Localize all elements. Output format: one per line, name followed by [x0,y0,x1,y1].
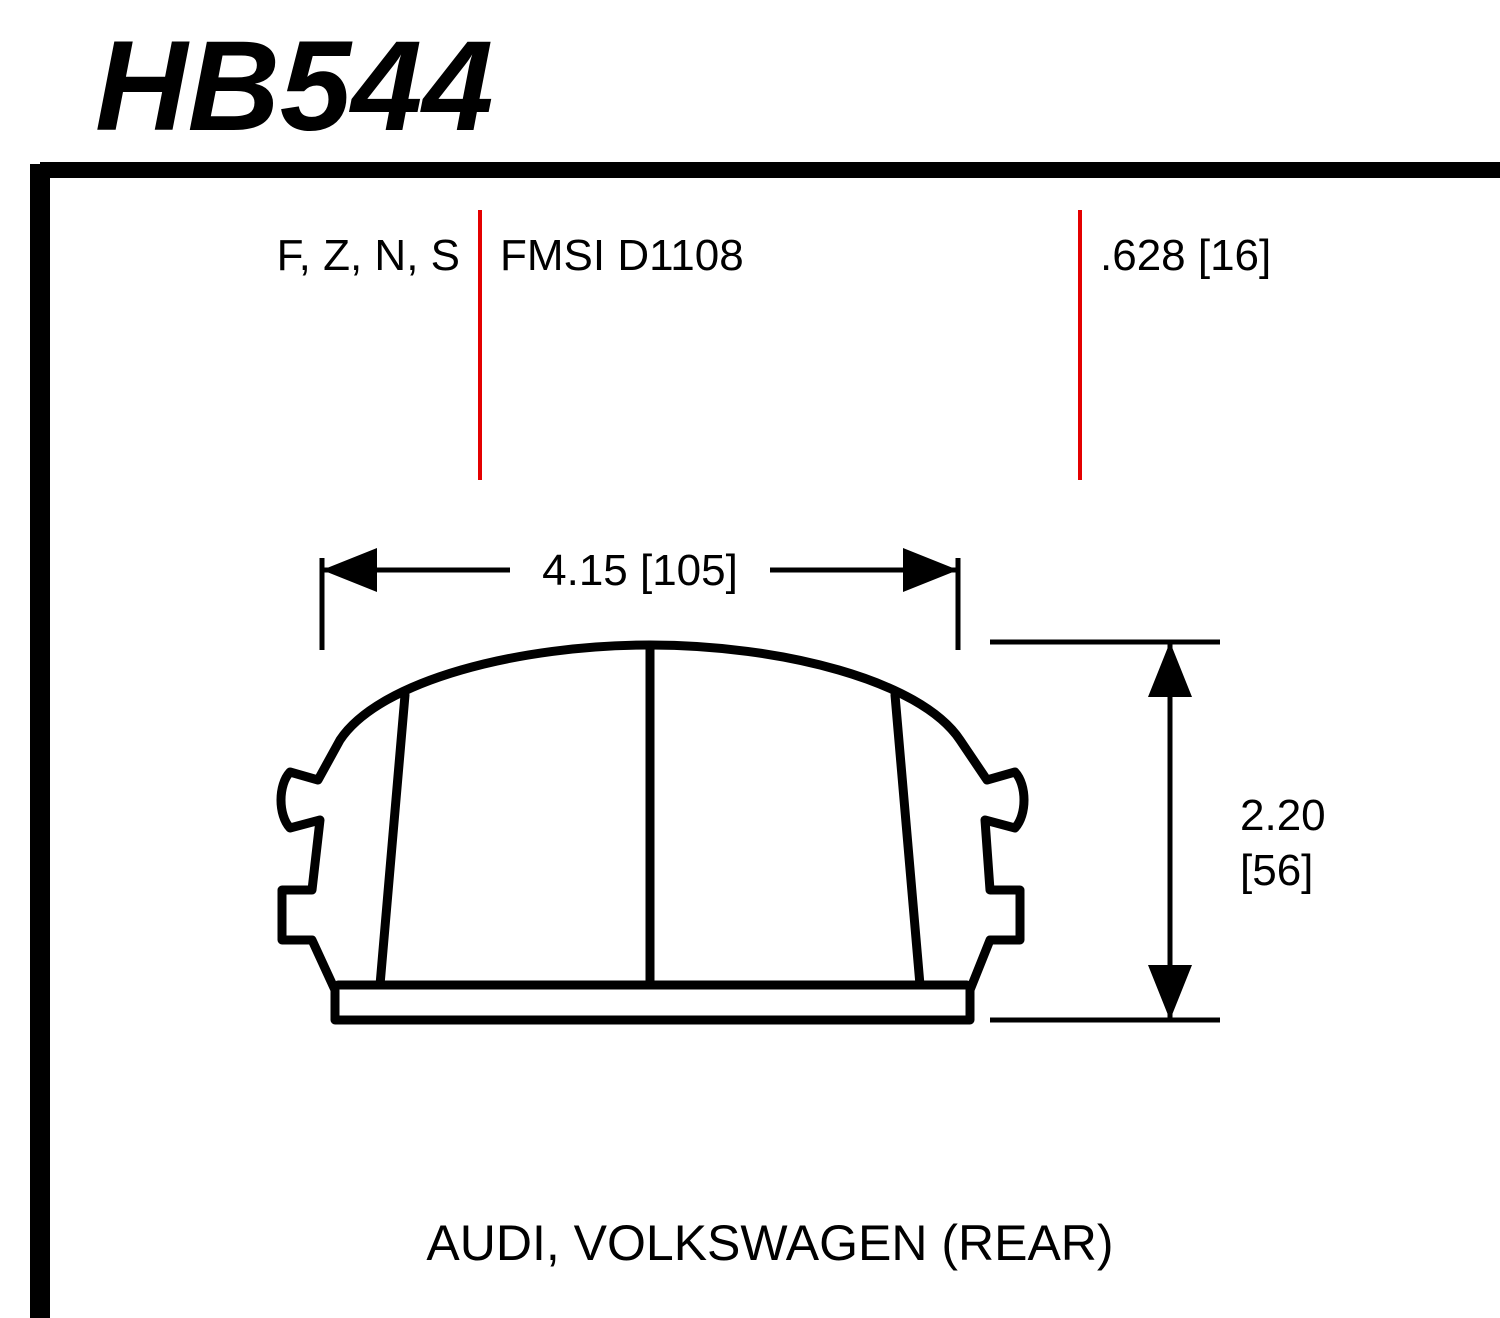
page-root: HB544 F, Z, N, S FMSI D1108 .628 [16] 4.15 [… [0,0,1500,1318]
dimension-height-inches: 2.20 [1240,791,1326,840]
brake-pad-inner-line [895,695,920,985]
brake-pad-group [281,645,1024,1020]
dimension-height: 2.20 [56] [990,642,1326,1020]
part-number-title: HB544 [95,15,493,158]
header-thickness: .628 [16] [1100,231,1271,280]
header-fmsi: FMSI D1108 [500,231,744,280]
dimension-width: 4.15 [105] [322,546,958,650]
dimension-width-label: 4.15 [105] [542,546,738,595]
dimension-height-mm: [56] [1240,846,1313,895]
application-footer: AUDI, VOLKSWAGEN (REAR) [426,1215,1113,1271]
header-compounds: F, Z, N, S [277,231,460,280]
brake-pad-inner-line [380,695,405,985]
diagram-svg: HB544 F, Z, N, S FMSI D1108 .628 [16] 4.15 [… [0,0,1500,1318]
